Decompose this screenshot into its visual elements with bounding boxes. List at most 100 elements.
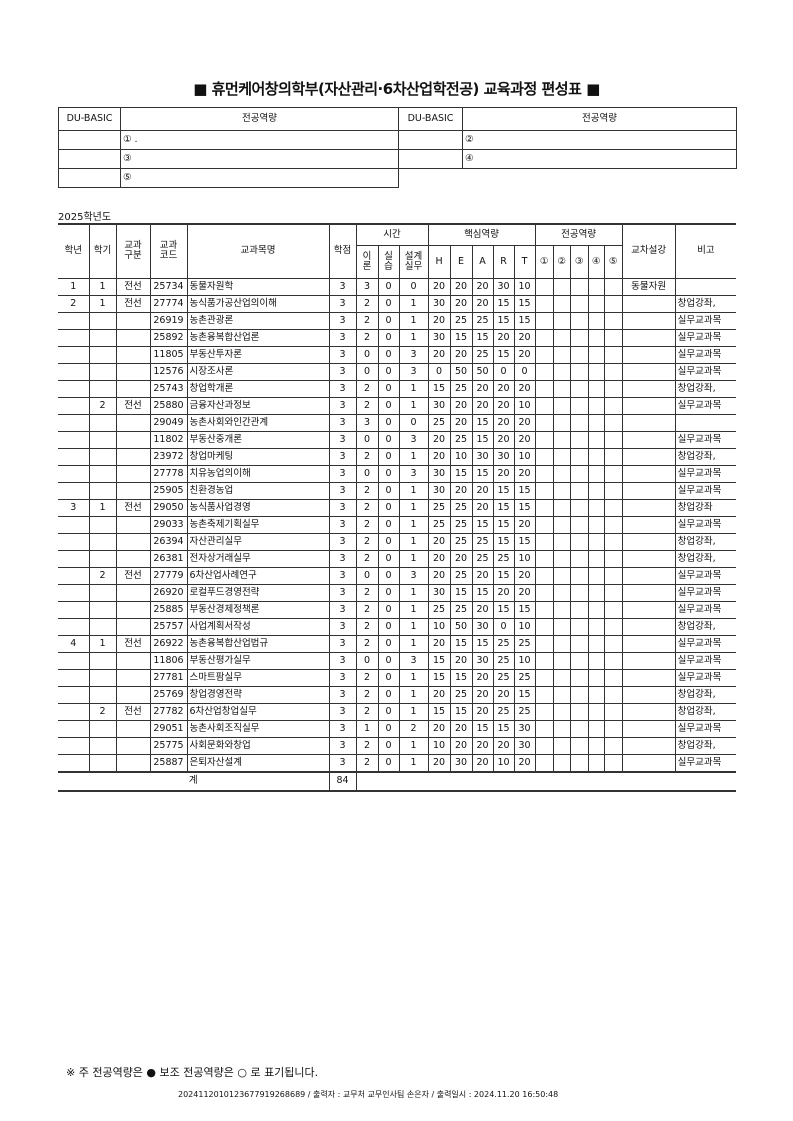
cell-major-competency-3 bbox=[569, 277, 589, 296]
cell-major-competency-3 bbox=[569, 651, 589, 670]
cell-theory: 2 bbox=[355, 736, 379, 755]
cell-credit: 3 bbox=[328, 430, 357, 449]
cell-category: 전선 bbox=[115, 566, 151, 585]
cell-grade bbox=[58, 464, 90, 483]
table-row: 25887 은퇴자산설계 3 2 0 1 20 30 20 10 20 실무교과목 bbox=[58, 753, 737, 772]
cell-major-competency-3 bbox=[569, 549, 589, 568]
cell-e: 25 bbox=[449, 532, 473, 551]
cell-major-competency-3 bbox=[569, 498, 589, 517]
subheader-major-sub: ④ bbox=[587, 244, 605, 279]
cell-major-competency-4 bbox=[587, 277, 605, 296]
cell-h: 20 bbox=[427, 549, 451, 568]
cell-major-competency-1 bbox=[534, 362, 554, 381]
cell-major-competency-3 bbox=[569, 311, 589, 330]
cell-category bbox=[115, 328, 151, 347]
cell-major-competency-1 bbox=[534, 651, 554, 670]
cell-grade bbox=[58, 532, 90, 551]
cell-course-name: 전자상거래실무 bbox=[186, 549, 330, 568]
cell-r: 0 bbox=[492, 362, 515, 381]
header-note: 비고 bbox=[674, 223, 737, 279]
cell-e: 50 bbox=[449, 617, 473, 636]
cell-category bbox=[115, 515, 151, 534]
cell-design: 1 bbox=[398, 702, 429, 721]
cell-practice: 0 bbox=[377, 379, 400, 398]
cell-h: 15 bbox=[427, 379, 451, 398]
cell-semester bbox=[88, 311, 117, 330]
cell-major-competency-3 bbox=[569, 634, 589, 653]
cell-code: 27782 bbox=[149, 702, 188, 721]
cell-semester bbox=[88, 515, 117, 534]
header-cross-listed: 교차설강 bbox=[621, 223, 676, 279]
cell-semester bbox=[88, 617, 117, 636]
cell-major-competency-4 bbox=[587, 396, 605, 415]
cell-category bbox=[115, 430, 151, 449]
cell-category: 전선 bbox=[115, 294, 151, 313]
cell-major-competency-5 bbox=[603, 379, 623, 398]
du-basic-cell bbox=[58, 130, 121, 150]
cell-note: 실무교과목 bbox=[674, 634, 737, 653]
cell-major-competency-3 bbox=[569, 736, 589, 755]
cell-major-competency-3 bbox=[569, 447, 589, 466]
cell-cross-listed bbox=[621, 430, 676, 449]
cell-h: 25 bbox=[427, 413, 451, 432]
cell-major-competency-3 bbox=[569, 583, 589, 602]
cell-major-competency-5 bbox=[603, 413, 623, 432]
cell-h: 15 bbox=[427, 651, 451, 670]
cell-category: 전선 bbox=[115, 396, 151, 415]
cell-design: 1 bbox=[398, 379, 429, 398]
cell-major-competency-5 bbox=[603, 362, 623, 381]
cell-grade bbox=[58, 362, 90, 381]
cell-design: 1 bbox=[398, 617, 429, 636]
cell-major-competency-3 bbox=[569, 668, 589, 687]
cell-practice: 0 bbox=[377, 634, 400, 653]
cell-r: 15 bbox=[492, 498, 515, 517]
cell-e: 25 bbox=[449, 685, 473, 704]
cell-major-competency-1 bbox=[534, 396, 554, 415]
cell-t: 20 bbox=[513, 413, 536, 432]
cell-r: 30 bbox=[492, 277, 515, 296]
cell-major-competency-2 bbox=[552, 685, 571, 704]
cell-major-competency-2 bbox=[552, 583, 571, 602]
cell-cross-listed bbox=[621, 583, 676, 602]
du-basic-header: DU-BASIC bbox=[58, 107, 121, 131]
cell-major-competency-2 bbox=[552, 396, 571, 415]
cell-practice: 0 bbox=[377, 600, 400, 619]
cell-major-competency-2 bbox=[552, 481, 571, 500]
cell-r: 25 bbox=[492, 549, 515, 568]
cell-practice: 0 bbox=[377, 345, 400, 364]
cell-e: 15 bbox=[449, 583, 473, 602]
cell-course-name: 사회문화와창업 bbox=[186, 736, 330, 755]
cell-design: 0 bbox=[398, 413, 429, 432]
cell-h: 20 bbox=[427, 277, 451, 296]
cell-category bbox=[115, 379, 151, 398]
cell-r: 25 bbox=[492, 702, 515, 721]
cell-t: 30 bbox=[513, 719, 536, 738]
cell-semester bbox=[88, 464, 117, 483]
total-label: 계 bbox=[58, 770, 330, 791]
cell-code: 25885 bbox=[149, 600, 188, 619]
cell-code: 26920 bbox=[149, 583, 188, 602]
cell-h: 25 bbox=[427, 515, 451, 534]
cell-h: 30 bbox=[427, 481, 451, 500]
cell-a: 15 bbox=[471, 413, 494, 432]
cell-a: 25 bbox=[471, 311, 494, 330]
cell-h: 20 bbox=[427, 345, 451, 364]
cell-category bbox=[115, 532, 151, 551]
cell-practice: 0 bbox=[377, 719, 400, 738]
cell-design: 3 bbox=[398, 345, 429, 364]
cell-semester: 2 bbox=[88, 566, 117, 585]
subheader-time-sub: 설계 실무 bbox=[398, 244, 429, 279]
cell-credit: 3 bbox=[328, 345, 357, 364]
cell-theory: 2 bbox=[355, 668, 379, 687]
major-competency-header: 전공역량 bbox=[462, 107, 737, 131]
cell-credit: 3 bbox=[328, 464, 357, 483]
cell-category bbox=[115, 362, 151, 381]
cell-design: 3 bbox=[398, 430, 429, 449]
cell-major-competency-2 bbox=[552, 617, 571, 636]
cell-a: 20 bbox=[471, 294, 494, 313]
header-category: 교과 구분 bbox=[115, 223, 151, 279]
cell-major-competency-1 bbox=[534, 719, 554, 738]
cell-theory: 2 bbox=[355, 481, 379, 500]
cell-a: 20 bbox=[471, 668, 494, 687]
cell-cross-listed bbox=[621, 702, 676, 721]
